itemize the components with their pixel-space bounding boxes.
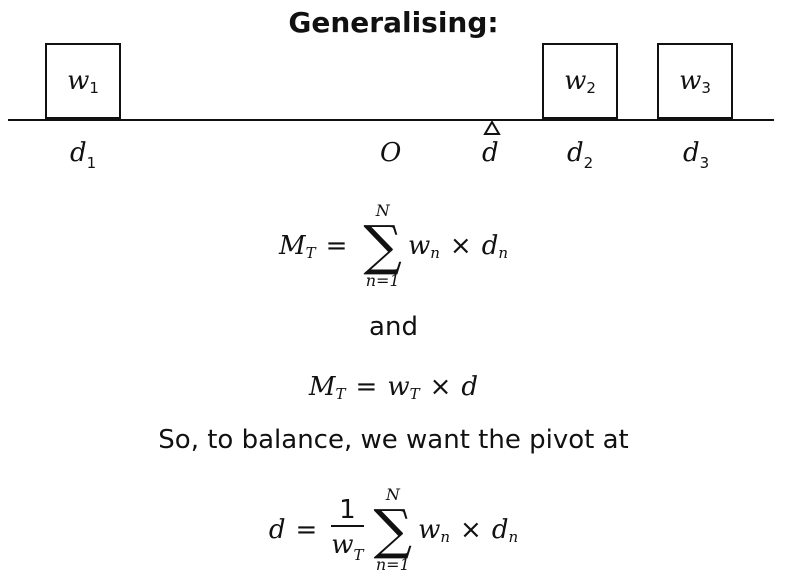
slide-title: Generalising: bbox=[288, 6, 499, 39]
f2-lhs: M bbox=[308, 372, 336, 402]
f3-lhs: d bbox=[268, 515, 286, 545]
f1-lhs: M bbox=[278, 231, 306, 261]
weight-3-var: w bbox=[679, 66, 702, 96]
weight-1-sub: 1 bbox=[89, 79, 99, 97]
f3-d: d bbox=[491, 515, 509, 545]
f3-equals: = bbox=[295, 515, 318, 545]
f1-w-sub: n bbox=[430, 244, 440, 262]
f3-denominator: wT bbox=[331, 527, 363, 566]
label-d2-var: d bbox=[567, 138, 584, 168]
label-d: d bbox=[482, 138, 499, 168]
f3-den-sub: T bbox=[353, 545, 364, 564]
f2-w: w bbox=[387, 372, 410, 402]
weight-3-sub: 3 bbox=[701, 79, 711, 97]
sigma-icon: ∑ bbox=[373, 498, 413, 561]
label-d1-sub: 1 bbox=[86, 154, 97, 172]
f3-sum: N ∑ n=1 bbox=[374, 486, 413, 574]
f1-d-sub: n bbox=[498, 244, 509, 262]
weight-2-sub: 2 bbox=[586, 79, 596, 97]
balance-sentence: So, to balance, we want the pivot at bbox=[158, 425, 629, 455]
weight-2-var: w bbox=[564, 66, 587, 96]
f1-w: w bbox=[407, 231, 431, 261]
f2-d: d bbox=[461, 372, 479, 402]
pivot-triangle-icon bbox=[483, 121, 501, 135]
beam-line bbox=[8, 119, 774, 121]
f3-times: × bbox=[460, 515, 482, 545]
f3-w-sub: n bbox=[440, 528, 451, 546]
label-origin: O bbox=[380, 138, 402, 168]
and-text: and bbox=[369, 312, 418, 342]
f2-lhs-sub: T bbox=[335, 385, 346, 403]
f1-lhs-sub: T bbox=[305, 244, 316, 262]
f3-fraction-bar bbox=[331, 524, 364, 527]
f3-numerator: 1 bbox=[339, 494, 356, 525]
label-d3: d3 bbox=[683, 138, 709, 172]
label-d1-var: d bbox=[70, 138, 87, 168]
f1-d: d bbox=[481, 231, 499, 261]
label-d2-sub: 2 bbox=[583, 154, 594, 172]
f1-sum: N ∑ n=1 bbox=[363, 202, 402, 290]
label-d3-sub: 3 bbox=[699, 154, 710, 172]
f1-sum-upper: N bbox=[375, 201, 390, 220]
f3-sum-upper: N bbox=[385, 485, 400, 504]
f3-w: w bbox=[418, 515, 441, 545]
f1-equals: = bbox=[325, 231, 348, 261]
f3-sum-lower: n=1 bbox=[375, 555, 410, 574]
f1-sum-lower: n=1 bbox=[365, 271, 400, 290]
f2-times: × bbox=[429, 372, 452, 402]
sigma-icon: ∑ bbox=[363, 214, 402, 277]
f2-w-sub: T bbox=[409, 385, 420, 403]
label-d2: d2 bbox=[567, 138, 593, 172]
label-d3-var: d bbox=[683, 138, 700, 168]
f3-fraction: 1 wT bbox=[331, 494, 364, 566]
weight-1-var: w bbox=[67, 66, 90, 96]
f1-times: × bbox=[449, 231, 472, 261]
f2-equals: = bbox=[355, 372, 378, 402]
label-d1: d1 bbox=[70, 138, 96, 172]
f3-d-sub: n bbox=[508, 528, 519, 546]
f3-den-w: w bbox=[331, 529, 354, 560]
